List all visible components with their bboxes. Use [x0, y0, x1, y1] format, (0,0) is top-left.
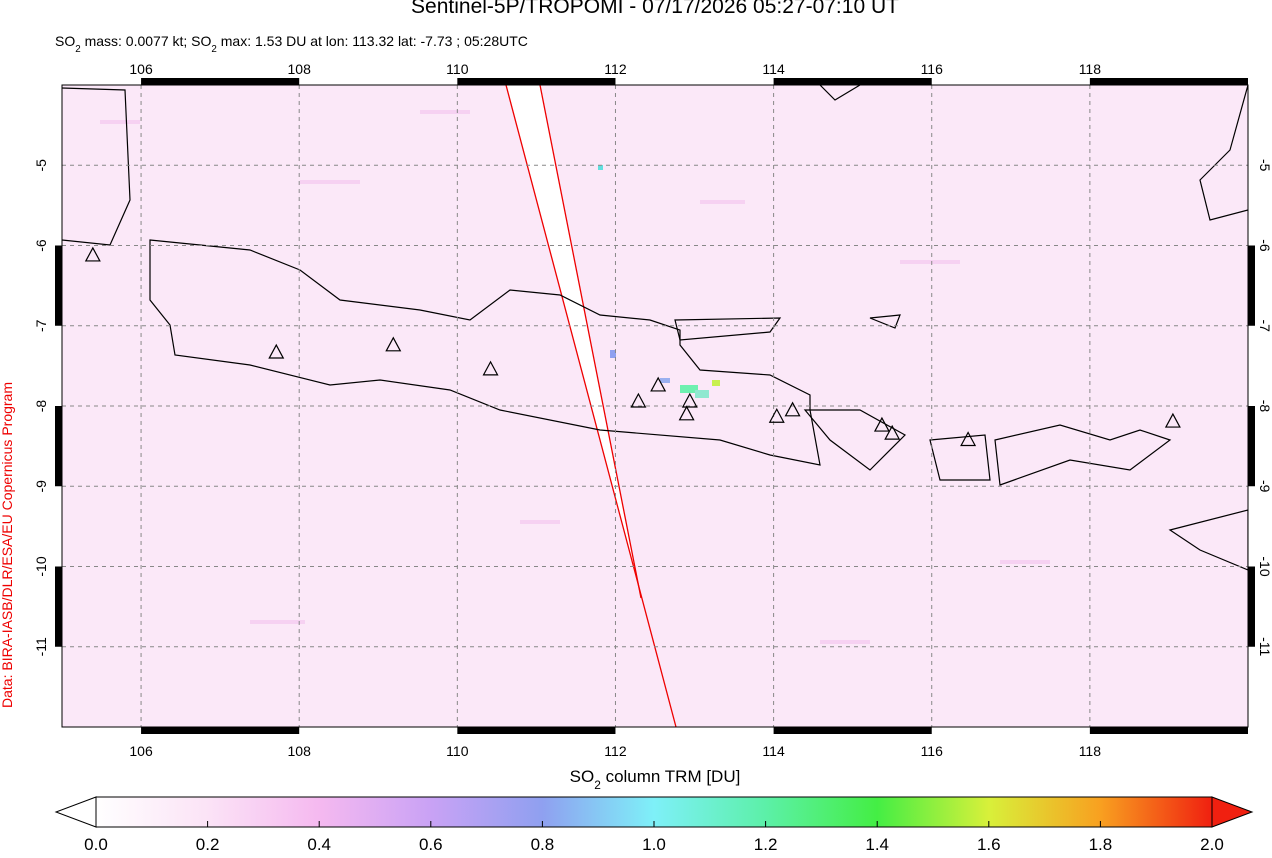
volcano: [784, 401, 801, 417]
noise: [100, 110, 1050, 644]
x-tick-label: 110: [446, 743, 469, 759]
x-tick-label: 112: [604, 743, 627, 759]
y-tick-label: -11: [1257, 637, 1272, 656]
x-tick-label: 108: [288, 61, 312, 77]
subtitle: SO2 mass: 0.0077 kt; SO2 max: 1.53 DU at…: [55, 33, 528, 55]
axes: 106 106 108 108 110 110 112 112 114 114 116 116 118 1…: [33, 61, 1272, 759]
border-bar: [1248, 245, 1255, 326]
y-tick-label: -10: [1257, 556, 1272, 576]
x-tick-label: 116: [921, 61, 944, 77]
y-tick-label: -9: [1257, 480, 1272, 493]
plot-frame: [61, 84, 1249, 728]
colorbar-over: [1211, 796, 1254, 828]
volcano: [1164, 412, 1181, 428]
colorbar-tick-label: 0.6: [419, 835, 443, 853]
colorbar-tick-label: 0.0: [84, 835, 108, 853]
x-tick-label: 114: [762, 61, 785, 77]
colorbar-ticks: 0.0 0.2 0.4 0.6 0.8 1.0 1.2 1.4 1.6 1.8 2.0: [84, 821, 1224, 854]
volcano: [768, 407, 785, 423]
y-tick-label: -6: [33, 239, 49, 252]
border-bar: [55, 406, 62, 487]
volcano: [385, 336, 402, 352]
y-tick-label: -10: [33, 556, 49, 576]
data-credit: Data: BIRA-IASB/DLR/ESA/EU Copernicus Pr…: [0, 382, 15, 708]
y-tick-label: -7: [33, 319, 49, 332]
colorbar-tick-label: 1.2: [754, 835, 778, 853]
x-tick-label: 118: [1079, 61, 1102, 77]
subscript: 2: [75, 44, 80, 55]
x-tick-label: 112: [604, 61, 627, 77]
title: Sentinel-5P/TROPOMI - 07/17/2026 05:27-0…: [411, 0, 899, 18]
border-bar: [773, 727, 932, 734]
volcano: [650, 376, 667, 392]
text-part: max: 1.53 DU at lon: 113.32 lat: -7.73 ;…: [217, 33, 528, 49]
x-tick-label: 114: [762, 743, 785, 759]
y-tick-label: -5: [33, 159, 49, 172]
x-tick-label: 106: [129, 61, 153, 77]
volcano: [873, 416, 890, 432]
text-part: SO: [570, 767, 595, 786]
volcano: [678, 405, 695, 421]
x-tick-label: 106: [129, 743, 153, 759]
volcano: [482, 360, 499, 376]
colorbar-tick-label: 2.0: [1200, 835, 1224, 853]
colorbar-tick-label: 1.4: [865, 835, 889, 853]
so2-signal: [598, 165, 720, 398]
colorbar-tick-label: 1.6: [977, 835, 1001, 853]
border-bar: [773, 78, 932, 85]
y-tick-label: -5: [1257, 159, 1272, 172]
subscript: 2: [594, 778, 601, 792]
text-part: mass: 0.0077 kt; SO: [81, 33, 212, 49]
y-tick-label: -11: [33, 637, 49, 656]
colorbar-label: SO2 column TRM [DU]: [570, 767, 741, 792]
y-tick-label: -7: [1257, 320, 1272, 333]
border-bar: [457, 727, 616, 734]
border-bar: [141, 78, 300, 85]
colorbar-tick-label: 0.8: [531, 835, 555, 853]
swath-edge: [539, 85, 642, 599]
border-bar: [1248, 406, 1255, 487]
y-tick-label: -8: [1257, 400, 1272, 413]
volcano: [960, 431, 977, 447]
volcano: [630, 392, 647, 408]
volcano: [268, 343, 285, 359]
x-tick-label: 108: [288, 743, 312, 759]
colorbar-under: [54, 796, 97, 828]
text-part: column TRM [DU]: [601, 767, 741, 786]
border-bar: [1089, 78, 1248, 85]
colorbar-tick-label: 0.2: [196, 835, 220, 853]
border-bar: [141, 727, 300, 734]
y-tick-label: -8: [33, 400, 49, 413]
x-tick-label: 110: [446, 61, 469, 77]
colorbar-tick-label: 1.8: [1089, 835, 1113, 853]
volcano: [84, 246, 101, 262]
border-bar: [1248, 566, 1255, 647]
text-part: SO: [55, 33, 75, 49]
x-tick-label: 118: [1079, 743, 1102, 759]
border-bar: [55, 245, 62, 326]
colorbar-tick-label: 1.0: [642, 835, 666, 853]
border-bar: [1089, 727, 1248, 734]
colorbar-tick-label: 0.4: [307, 835, 331, 853]
border-bar: [55, 566, 62, 647]
border-bar: [457, 78, 616, 85]
subscript: 2: [211, 44, 216, 55]
x-tick-label: 116: [921, 743, 944, 759]
y-tick-label: -6: [1257, 239, 1272, 252]
y-tick-label: -9: [33, 480, 49, 493]
coastlines: [62, 85, 1248, 571]
volcano: [681, 392, 698, 408]
volcano: [884, 424, 901, 440]
